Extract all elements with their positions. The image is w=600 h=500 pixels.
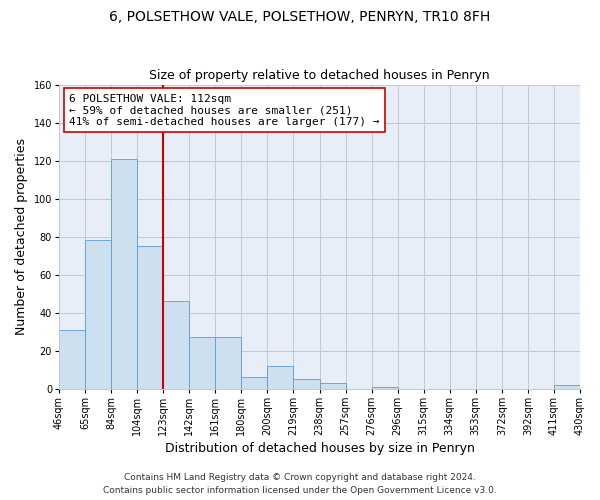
Bar: [111, 158, 137, 388]
Bar: [215, 338, 241, 388]
Title: Size of property relative to detached houses in Penryn: Size of property relative to detached ho…: [149, 69, 490, 82]
Bar: [268, 366, 293, 388]
Text: 6 POLSETHOW VALE: 112sqm
← 59% of detached houses are smaller (251)
41% of semi-: 6 POLSETHOW VALE: 112sqm ← 59% of detach…: [70, 94, 380, 127]
Text: Contains HM Land Registry data © Crown copyright and database right 2024.
Contai: Contains HM Land Registry data © Crown c…: [103, 474, 497, 495]
X-axis label: Distribution of detached houses by size in Penryn: Distribution of detached houses by size …: [164, 442, 475, 455]
Bar: [137, 246, 163, 388]
Bar: [85, 240, 111, 388]
Bar: [241, 377, 268, 388]
Bar: [163, 301, 189, 388]
Bar: [554, 385, 580, 388]
Bar: [59, 330, 85, 388]
Y-axis label: Number of detached properties: Number of detached properties: [15, 138, 28, 335]
Bar: [293, 379, 320, 388]
Bar: [371, 386, 398, 388]
Bar: [320, 383, 346, 388]
Bar: [189, 338, 215, 388]
Text: 6, POLSETHOW VALE, POLSETHOW, PENRYN, TR10 8FH: 6, POLSETHOW VALE, POLSETHOW, PENRYN, TR…: [109, 10, 491, 24]
